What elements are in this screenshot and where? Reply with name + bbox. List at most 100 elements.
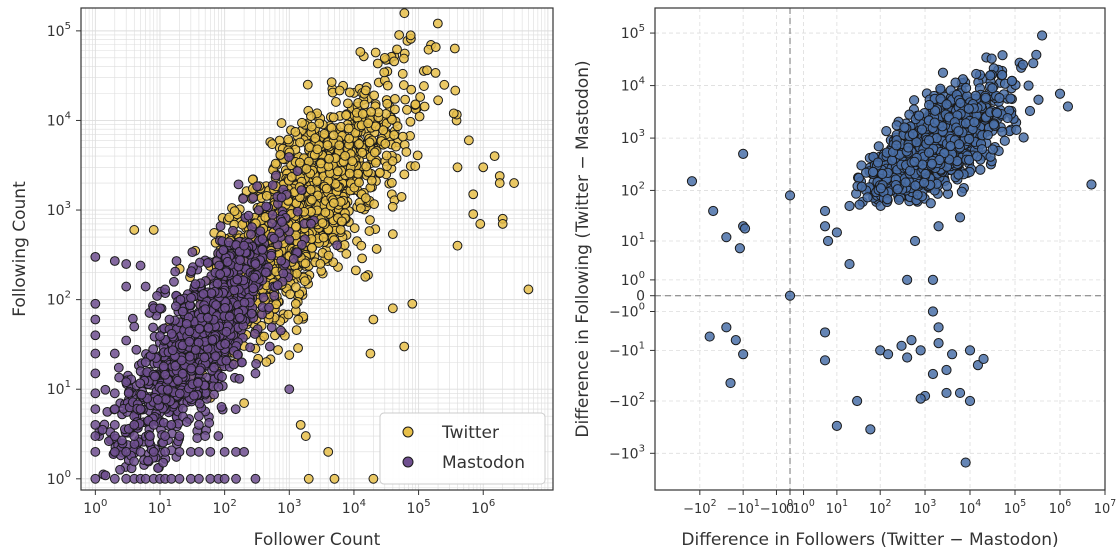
mastodon-point xyxy=(160,284,171,295)
twitter-point xyxy=(297,117,307,128)
twitter-point xyxy=(412,150,423,161)
mastodon-point xyxy=(90,348,101,359)
mastodon-point xyxy=(185,473,196,484)
twitter-point xyxy=(273,345,283,355)
twitter-point xyxy=(293,343,303,353)
difference-point xyxy=(902,352,913,363)
twitter-point xyxy=(317,218,328,228)
twitter-point xyxy=(387,114,397,125)
difference-point xyxy=(739,223,751,234)
twitter-point xyxy=(396,191,407,202)
difference-point xyxy=(856,160,867,171)
difference-point xyxy=(686,176,698,187)
mastodon-point xyxy=(190,344,201,355)
twitter-point xyxy=(300,258,311,269)
twitter-point xyxy=(291,325,302,336)
difference-point xyxy=(831,420,842,431)
difference-point xyxy=(882,194,893,205)
difference-point xyxy=(987,83,998,94)
mastodon-point xyxy=(194,365,205,376)
mastodon-point xyxy=(218,245,229,256)
twitter-point xyxy=(360,193,371,203)
mastodon-point xyxy=(296,185,307,195)
twitter-point xyxy=(366,106,376,117)
twitter-point xyxy=(284,350,295,361)
mastodon-point xyxy=(198,288,209,299)
mastodon-point xyxy=(166,419,177,430)
twitter-point xyxy=(319,129,330,139)
mastodon-point xyxy=(296,239,307,250)
difference-point xyxy=(725,377,736,389)
twitter-point xyxy=(410,161,421,171)
mastodon-point xyxy=(177,368,188,379)
twitter-point xyxy=(129,225,140,235)
difference-point xyxy=(907,129,919,140)
difference-point xyxy=(877,168,888,180)
mastodon-point xyxy=(246,229,256,240)
twitter-point xyxy=(343,123,354,134)
twitter-point xyxy=(357,253,367,264)
twitter-point xyxy=(398,80,409,90)
twitter-point xyxy=(148,225,159,235)
y-tick-label: 104 xyxy=(621,76,645,95)
twitter-point xyxy=(310,133,321,143)
mastodon-point xyxy=(160,431,171,441)
mastodon-point xyxy=(109,348,120,359)
difference-point xyxy=(704,331,715,342)
mastodon-point xyxy=(189,390,199,401)
mastodon-point xyxy=(174,473,185,484)
twitter-point xyxy=(371,244,382,254)
mastodon-point xyxy=(100,470,111,481)
mastodon-point xyxy=(266,250,277,261)
twitter-point xyxy=(283,309,294,320)
mastodon-point xyxy=(123,388,134,399)
mastodon-point xyxy=(109,431,120,441)
difference-point xyxy=(955,97,966,109)
difference-point xyxy=(1018,132,1029,143)
twitter-point xyxy=(432,18,443,29)
mastodon-point xyxy=(121,377,132,388)
difference-point xyxy=(939,147,950,159)
mastodon-point xyxy=(231,446,241,457)
mastodon-point xyxy=(249,272,260,283)
twitter-point xyxy=(452,240,463,251)
twitter-point xyxy=(478,162,489,173)
difference-point xyxy=(1002,112,1013,124)
difference-point xyxy=(1011,124,1022,135)
twitter-point xyxy=(312,144,323,155)
difference-point xyxy=(819,327,831,338)
twitter-point xyxy=(397,131,408,142)
twitter-point xyxy=(350,265,361,276)
mastodon-point xyxy=(140,281,151,292)
right-y-axis-label: Difference in Following (Twitter − Masto… xyxy=(573,60,593,437)
legend-box xyxy=(379,412,546,485)
difference-point xyxy=(1024,105,1036,117)
twitter-point xyxy=(509,178,519,188)
mastodon-point xyxy=(170,360,181,371)
difference-point xyxy=(997,126,1008,137)
difference-point xyxy=(982,129,993,141)
twitter-point xyxy=(286,171,297,182)
mastodon-point xyxy=(193,377,203,388)
y-tick-label: 101 xyxy=(621,231,645,250)
mastodon-point xyxy=(202,312,213,323)
mastodon-point xyxy=(90,368,101,379)
twitter-point xyxy=(301,164,312,174)
mastodon-point xyxy=(162,384,173,395)
twitter-point xyxy=(344,133,355,144)
difference-point xyxy=(954,139,965,150)
mastodon-point xyxy=(255,226,266,236)
mastodon-point xyxy=(114,372,124,383)
difference-point xyxy=(1028,58,1039,69)
twitter-point xyxy=(366,175,377,186)
mastodon-point xyxy=(216,401,227,412)
mastodon-point xyxy=(184,351,195,362)
difference-point xyxy=(831,227,842,238)
x-tick-label: 105 xyxy=(406,498,430,517)
twitter-point xyxy=(364,137,375,148)
mastodon-point xyxy=(202,258,213,268)
difference-point xyxy=(1054,88,1066,99)
mastodon-point xyxy=(100,384,111,395)
difference-point xyxy=(923,147,935,158)
mastodon-point xyxy=(155,331,165,342)
